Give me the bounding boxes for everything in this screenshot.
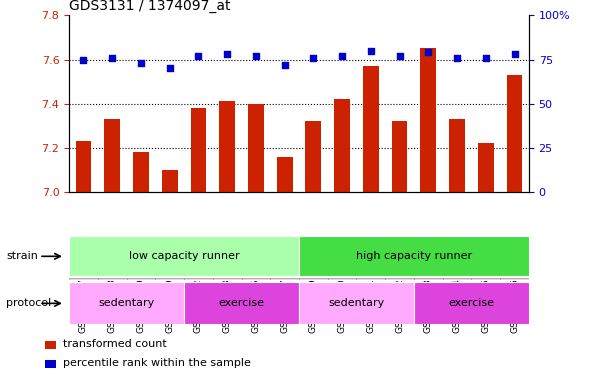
Bar (305, 121, 322, 192)
Text: GDS3131 / 1374097_at: GDS3131 / 1374097_at (69, 0, 231, 13)
Text: GSM232921: GSM232921 (367, 278, 376, 333)
Text: GSM234622: GSM234622 (194, 278, 203, 333)
Bar (276, 157, 293, 192)
Bar (299, 282, 414, 324)
Bar (414, 278, 443, 280)
Text: exercise: exercise (219, 298, 264, 308)
Point (108, 55, 117, 61)
Text: protocol: protocol (6, 298, 51, 308)
Text: GSM232919: GSM232919 (309, 278, 318, 333)
Text: transformed count: transformed count (63, 339, 167, 349)
Bar (356, 278, 385, 280)
Bar (162, 170, 177, 192)
Bar (421, 48, 436, 192)
Bar (299, 278, 328, 280)
Text: sedentary: sedentary (328, 298, 385, 308)
Bar (248, 104, 264, 192)
Point (136, 60, 146, 66)
Bar (242, 278, 270, 280)
Text: high capacity runner: high capacity runner (356, 251, 472, 262)
Bar (76, 141, 91, 192)
Bar (155, 278, 184, 280)
Bar (299, 236, 529, 276)
Bar (69, 236, 299, 276)
Point (79, 56, 88, 63)
Bar (133, 152, 149, 192)
Text: GSM232920: GSM232920 (338, 278, 347, 333)
Bar (105, 119, 120, 192)
Text: sedentary: sedentary (99, 298, 154, 308)
Bar (270, 278, 299, 280)
Text: GSM234627: GSM234627 (280, 278, 289, 333)
Text: GSM234613: GSM234613 (424, 278, 433, 333)
Bar (385, 278, 414, 280)
Bar (69, 282, 184, 324)
Bar (334, 99, 350, 192)
Point (165, 65, 174, 71)
Bar (98, 278, 127, 280)
Text: GSM234625: GSM234625 (251, 278, 260, 333)
Text: GSM234617: GSM234617 (79, 278, 88, 333)
Text: GSM234615: GSM234615 (481, 278, 490, 333)
Text: GSM234620: GSM234620 (165, 278, 174, 333)
Bar (219, 101, 235, 192)
Point (222, 51, 232, 57)
Text: strain: strain (6, 251, 38, 262)
Bar (443, 278, 471, 280)
Point (251, 53, 261, 59)
Bar (184, 282, 299, 324)
Bar (392, 121, 407, 192)
Point (280, 62, 290, 68)
Point (308, 55, 318, 61)
Text: GSM234619: GSM234619 (136, 278, 145, 333)
Bar (471, 278, 500, 280)
Text: GSM234616: GSM234616 (510, 278, 519, 333)
Point (452, 55, 462, 61)
Bar (507, 75, 522, 192)
Text: GSM234618: GSM234618 (108, 278, 117, 333)
Text: low capacity runner: low capacity runner (129, 251, 239, 262)
Point (366, 48, 376, 54)
Point (337, 53, 347, 59)
Text: exercise: exercise (448, 298, 495, 308)
Bar (213, 278, 242, 280)
Bar (500, 278, 529, 280)
Bar (328, 278, 356, 280)
Text: GSM234614: GSM234614 (453, 278, 462, 333)
Text: percentile rank within the sample: percentile rank within the sample (63, 358, 251, 368)
Bar (127, 278, 155, 280)
Bar (414, 282, 529, 324)
Point (194, 53, 203, 59)
Text: GSM234612: GSM234612 (395, 278, 404, 333)
Point (510, 51, 519, 57)
Bar (363, 66, 379, 192)
Point (395, 53, 404, 59)
Bar (478, 144, 493, 192)
Bar (69, 278, 98, 280)
Bar (449, 119, 465, 192)
Point (481, 55, 490, 61)
Bar (191, 108, 206, 192)
Text: GSM234623: GSM234623 (222, 278, 231, 333)
Point (424, 50, 433, 56)
Bar (184, 278, 213, 280)
